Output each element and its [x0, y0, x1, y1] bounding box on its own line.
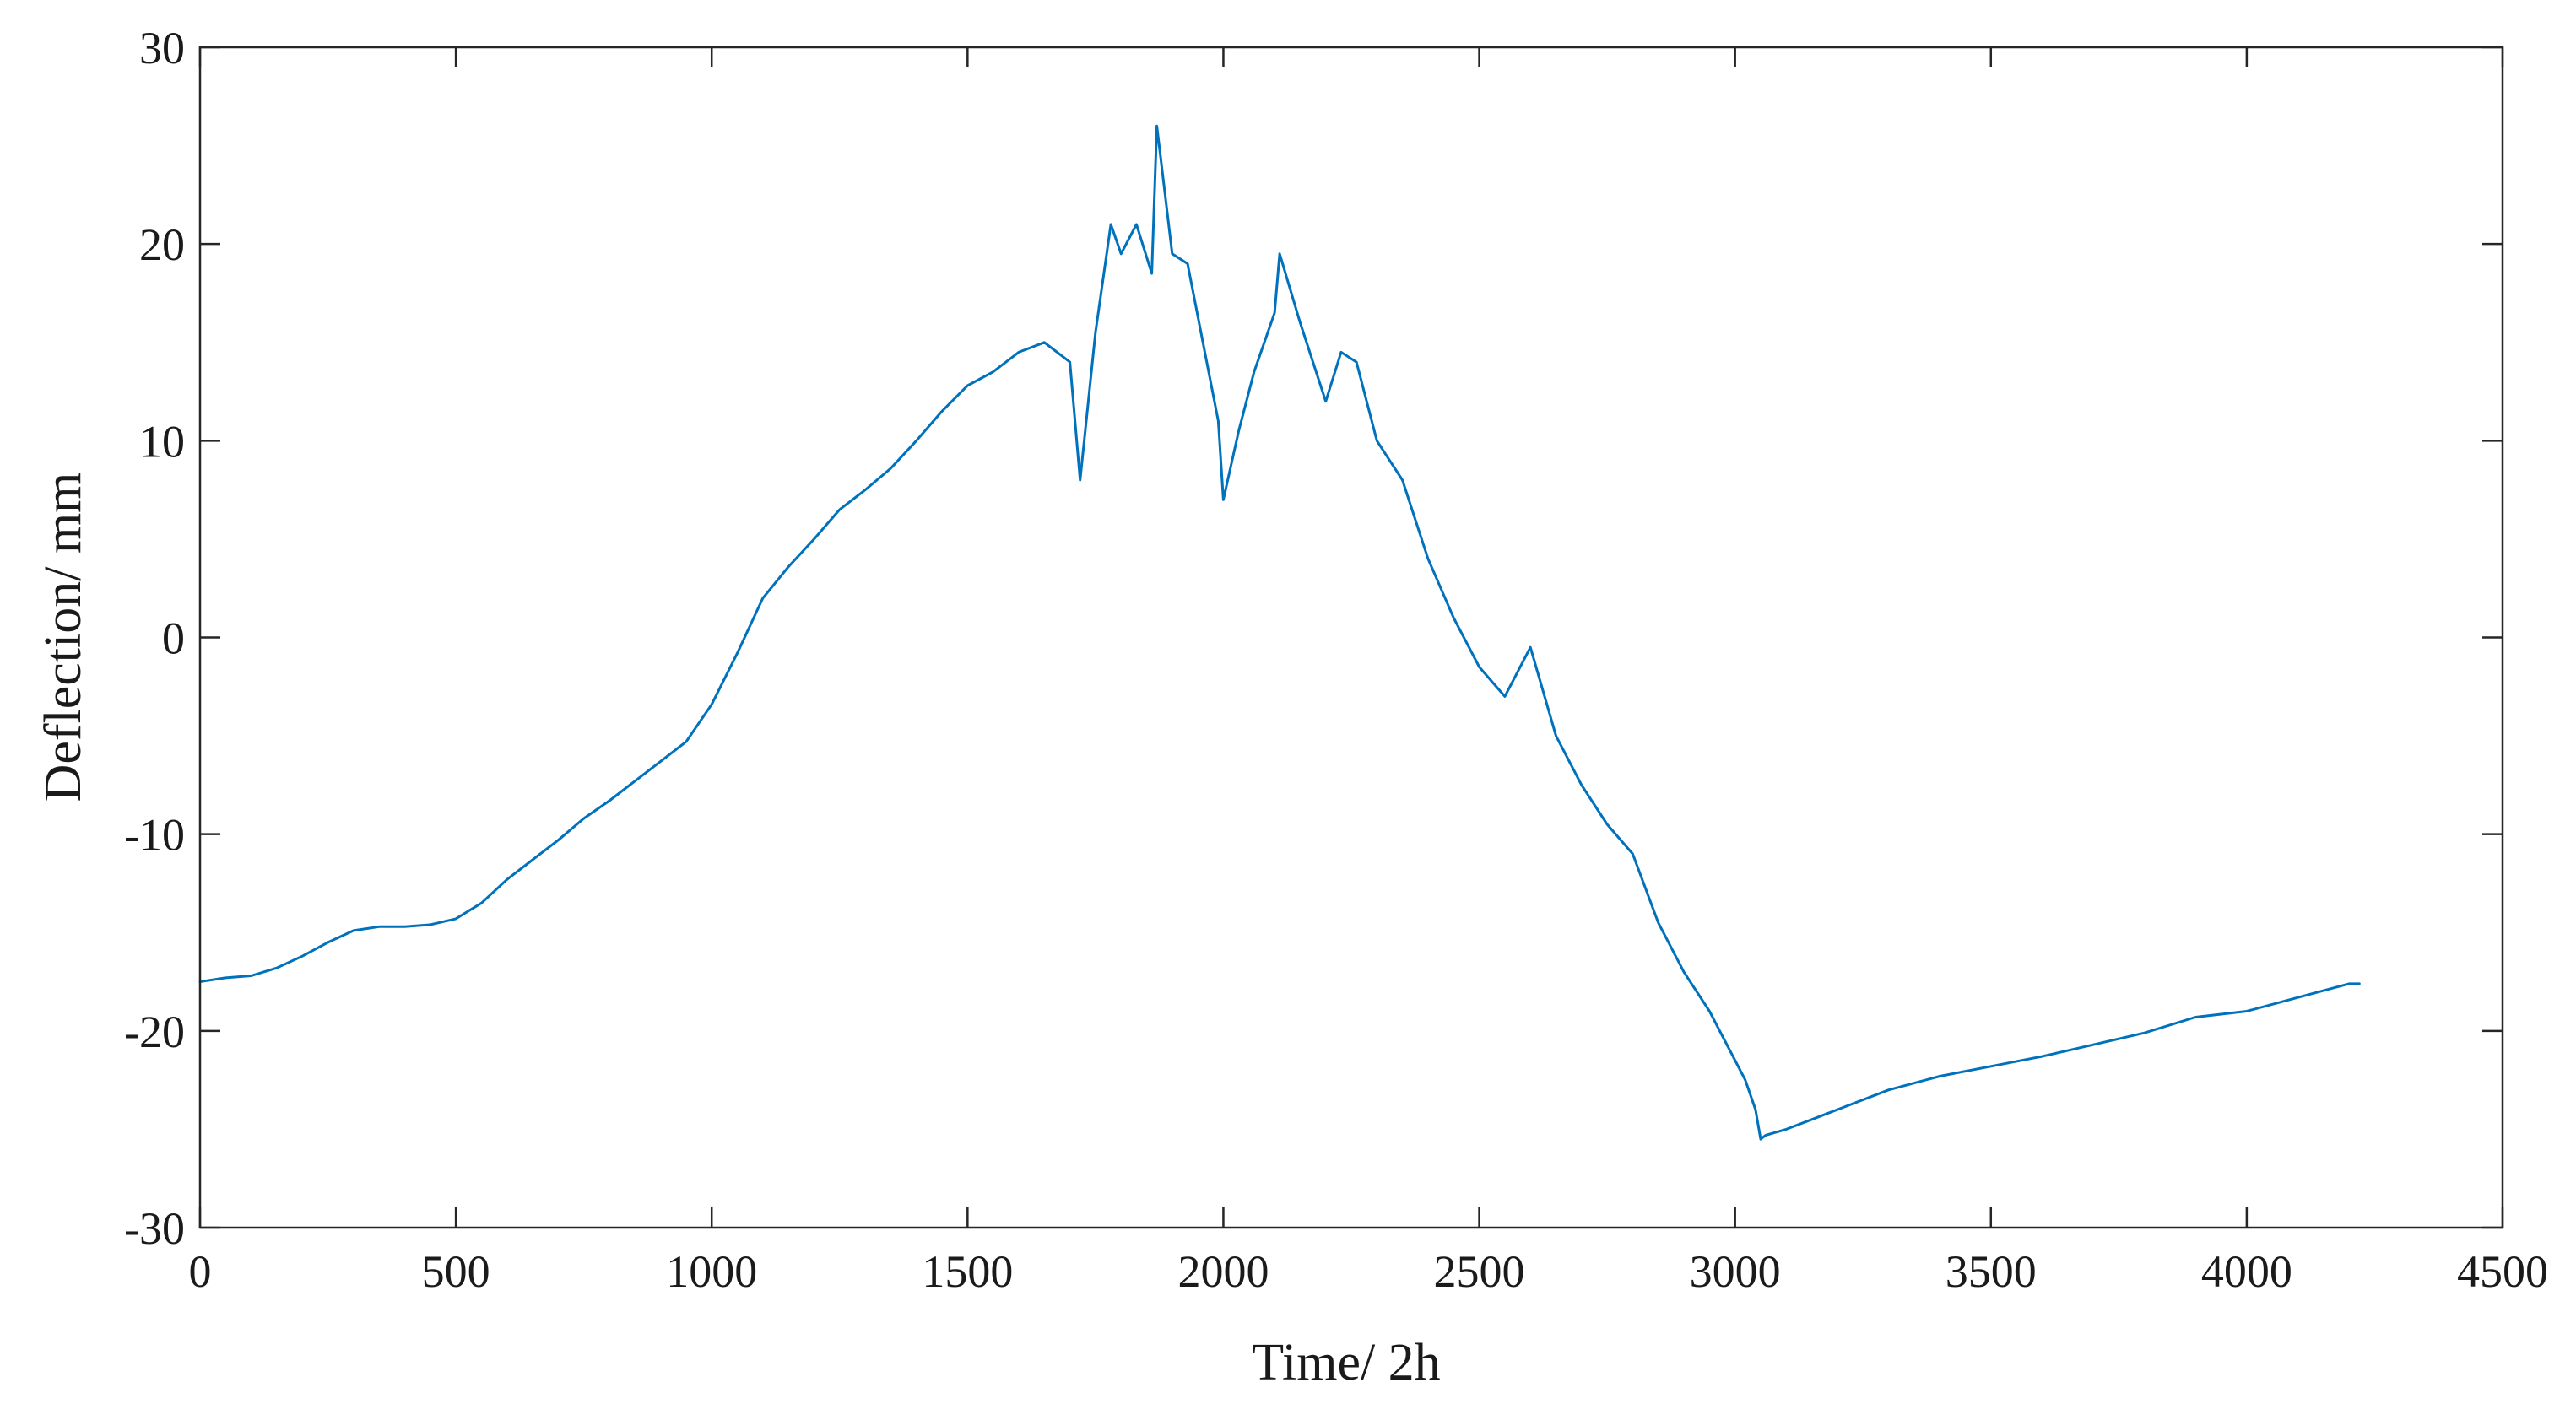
x-tick-label: 500 [422, 1246, 490, 1297]
x-tick-label: 1000 [666, 1246, 757, 1297]
x-tick-label: 2000 [1177, 1246, 1269, 1297]
y-axis-title: Deflection/ mm [35, 472, 92, 802]
x-tick-label: 3000 [1690, 1246, 1781, 1297]
x-tick-label: 4000 [2201, 1246, 2292, 1297]
x-tick-label: 3500 [1946, 1246, 2037, 1297]
y-tick-label: 20 [139, 219, 185, 270]
y-tick-label: 0 [162, 613, 185, 664]
y-tick-label: 10 [139, 416, 185, 467]
y-tick-label: -10 [124, 810, 185, 861]
y-tick-label: 30 [139, 23, 185, 73]
series-line-0 [198, 124, 2361, 1141]
plot-frame [198, 46, 2504, 1229]
y-tick-label: -20 [124, 1007, 185, 1057]
x-tick-label: 4500 [2457, 1246, 2548, 1297]
x-tick-label: 0 [189, 1246, 212, 1297]
x-axis-title: Time/ 2h [1252, 1334, 1440, 1391]
x-tick-label: 1500 [922, 1246, 1013, 1297]
x-tick-label: 2500 [1434, 1246, 1525, 1297]
plot-area: 0 500 1000 1500 2000 2500 3000 3500 4000 4500 -30 -… [124, 23, 2548, 1297]
y-tick-label: -30 [124, 1203, 185, 1254]
